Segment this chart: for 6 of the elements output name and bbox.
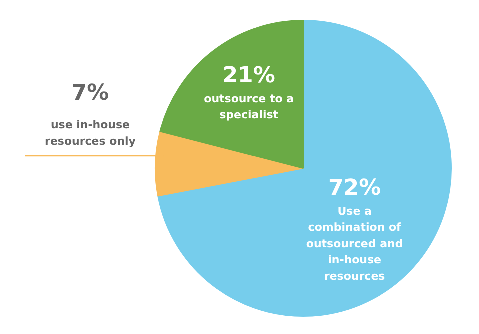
slice-label: outsource to a specialist [204, 92, 294, 122]
data-label: 72% [328, 176, 382, 201]
slice-label: Use a combination of outsourced and in-house resources [306, 204, 404, 283]
data-label: 7% [72, 80, 110, 106]
slice-label: use in-house resources only [45, 118, 136, 148]
data-label: 21% [222, 63, 276, 88]
